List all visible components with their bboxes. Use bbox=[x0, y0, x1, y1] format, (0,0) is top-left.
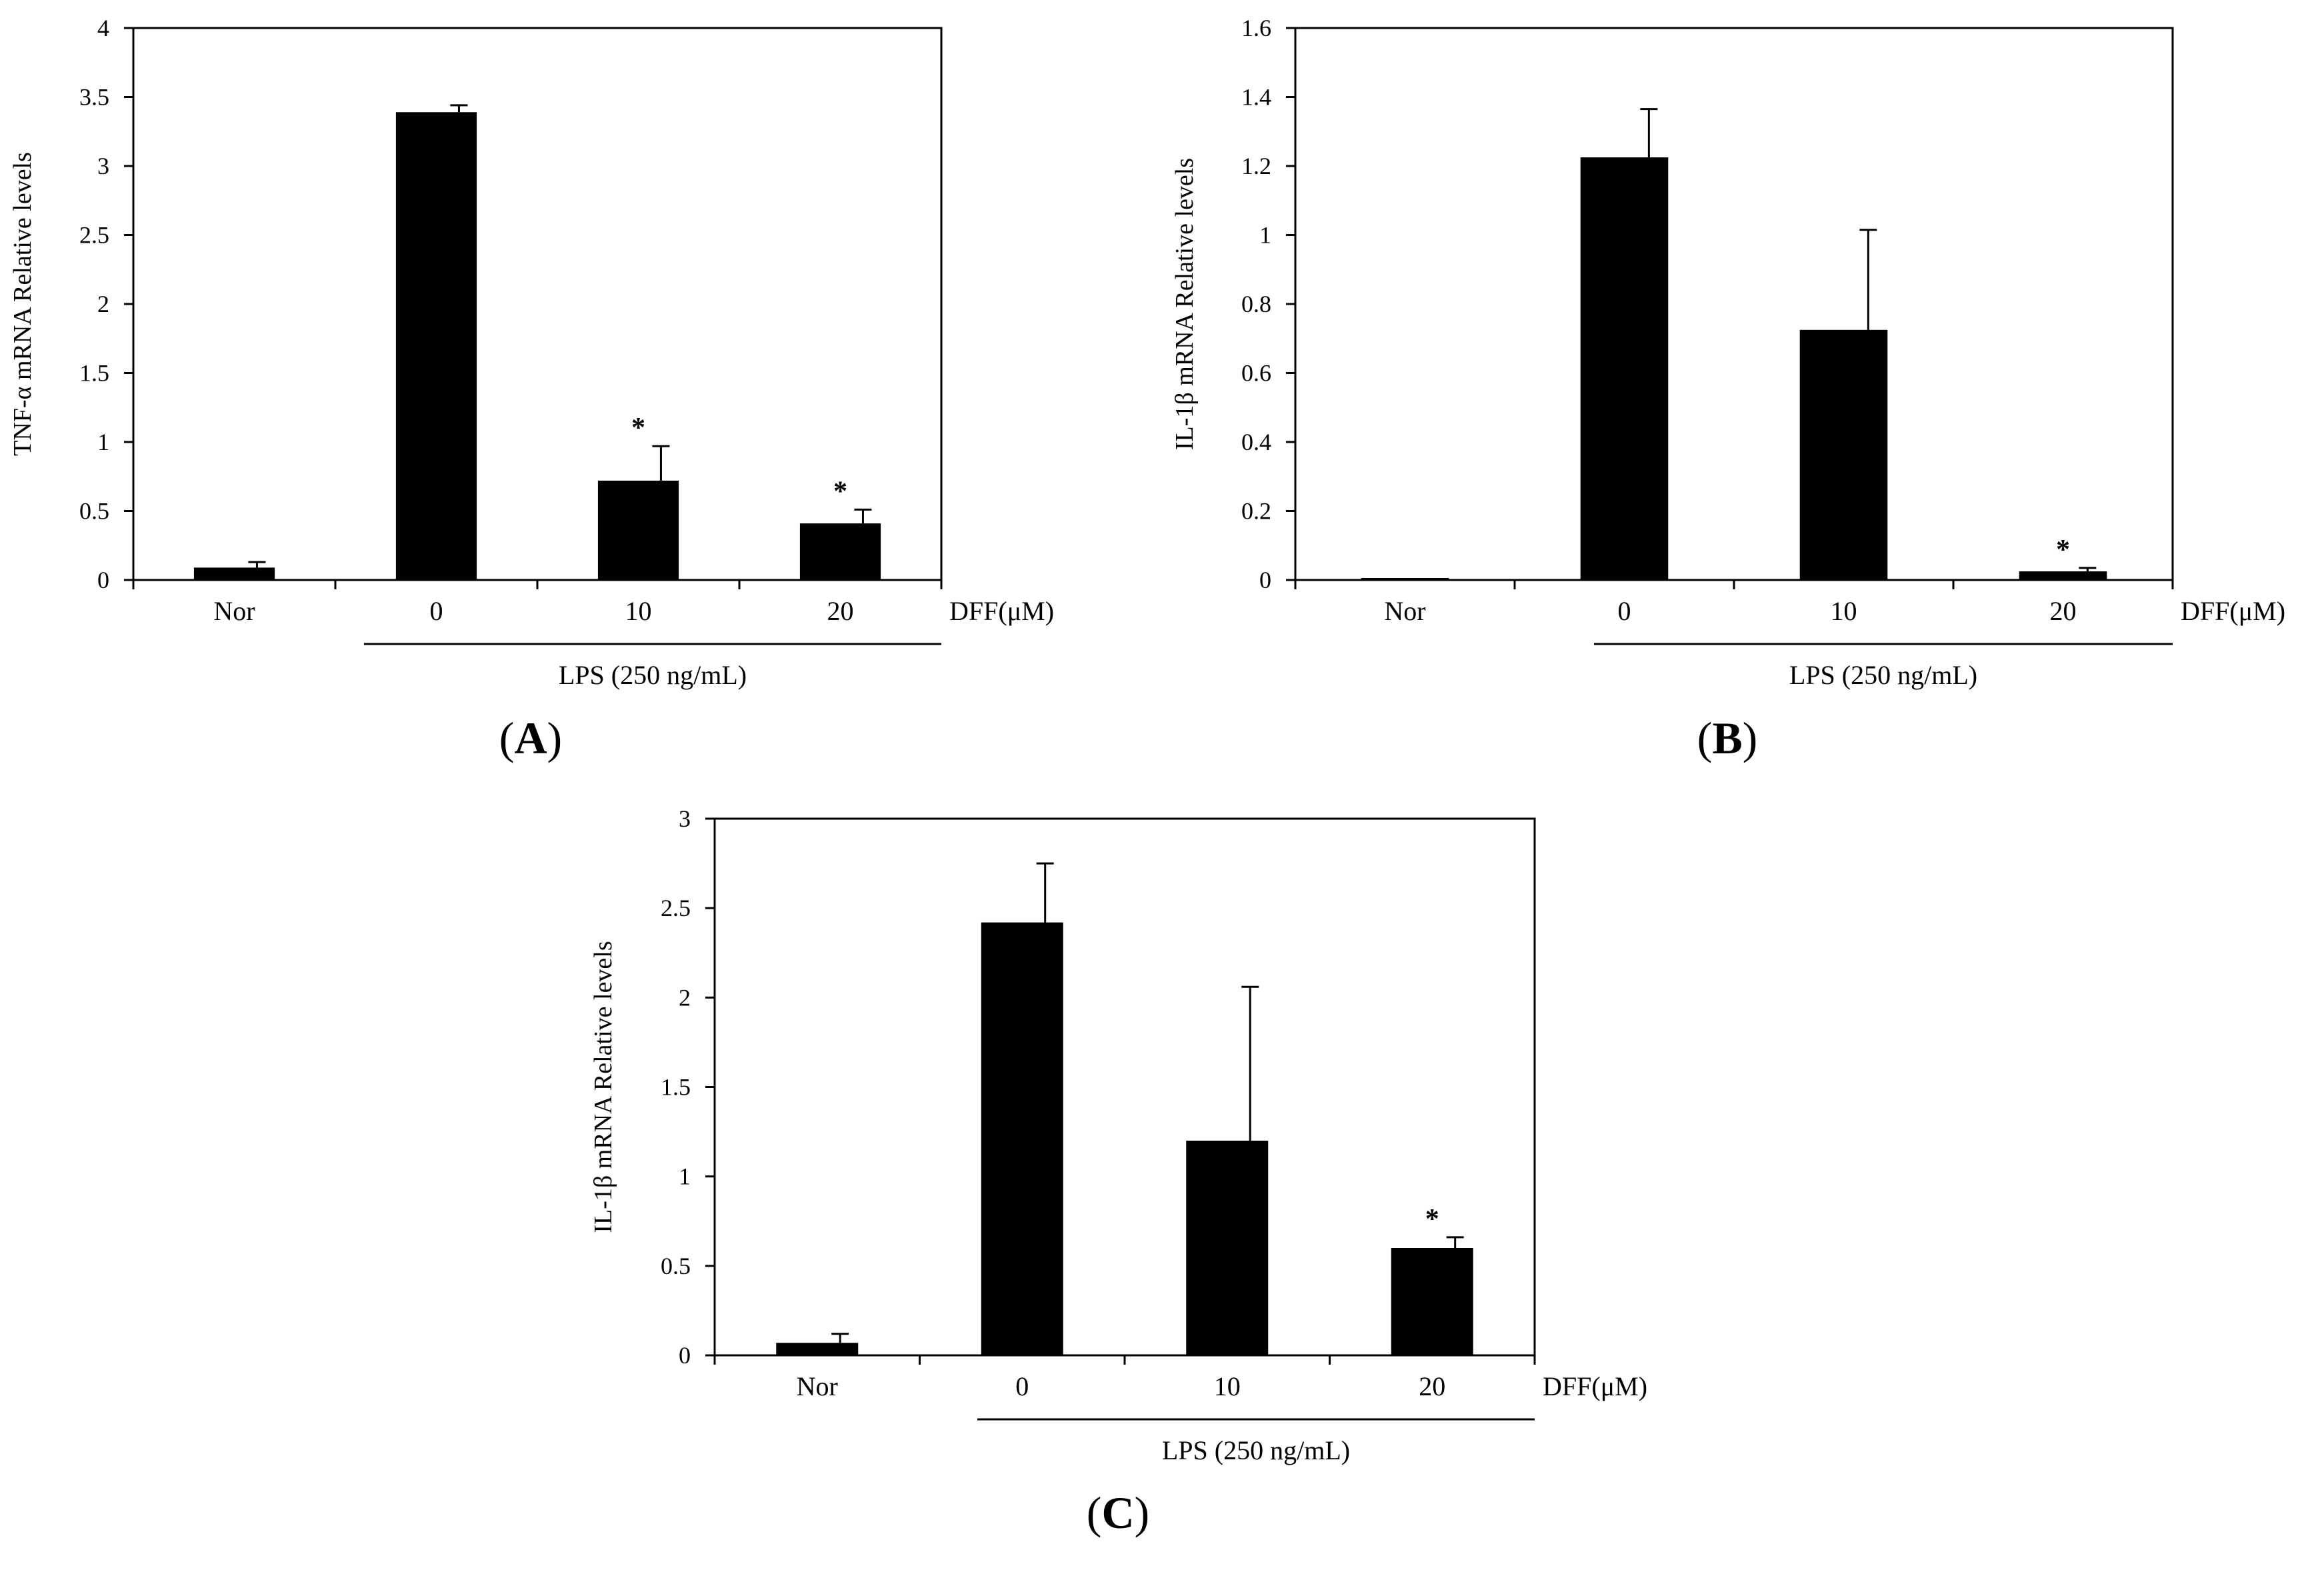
x-category-label: 20 bbox=[827, 596, 854, 626]
bar bbox=[395, 112, 477, 580]
bar bbox=[776, 1343, 859, 1355]
chart-panel-a: 0 0.5 1 1.5 2 2.5 3 3.5 4 TNF-α mRNA Relative lev… bbox=[0, 0, 1162, 787]
y-tick-label: 0.2 bbox=[1241, 498, 1271, 525]
plot-frame bbox=[132, 27, 943, 581]
bar-chart-a: 0 0.5 1 1.5 2 2.5 3 3.5 4 TNF-α mRNA Relative lev… bbox=[9, 15, 1054, 763]
panel-caption: (A) bbox=[499, 713, 562, 763]
x-category-label: 0 bbox=[430, 596, 443, 626]
y-tick-label: 2.5 bbox=[79, 222, 109, 249]
y-axis-label: TNF-α mRNA Relative levels bbox=[9, 152, 37, 456]
y-tick-label: 0 bbox=[679, 1342, 691, 1369]
bar bbox=[1361, 578, 1449, 580]
bar bbox=[2019, 571, 2107, 580]
y-tick-label: 1.2 bbox=[1241, 153, 1271, 179]
y-tick-label: 1.4 bbox=[1241, 84, 1271, 111]
panel-letter: B bbox=[1712, 713, 1742, 763]
panel-letter: A bbox=[514, 713, 547, 763]
treatment-label: DFF(μM) bbox=[949, 596, 1054, 626]
treatment-label: DFF(μM) bbox=[1543, 1371, 1647, 1401]
x-category-label: 10 bbox=[1831, 596, 1857, 626]
bar bbox=[193, 567, 275, 580]
y-tick-label: 0.8 bbox=[1241, 291, 1271, 317]
plot-frame bbox=[1294, 27, 2174, 581]
group-label: LPS (250 ng/mL) bbox=[1162, 1435, 1350, 1465]
bar bbox=[799, 523, 881, 580]
y-tick-label: 2 bbox=[97, 291, 109, 317]
x-category-label: Nor bbox=[1384, 596, 1425, 626]
x-category-label: Nor bbox=[797, 1371, 838, 1401]
group-label: LPS (250 ng/mL) bbox=[559, 660, 747, 690]
significance-marker: * bbox=[631, 413, 645, 443]
x-category-label: 0 bbox=[1015, 1371, 1029, 1401]
chart-panel-b: 0 0.2 0.4 0.6 0.8 1 1.2 1.4 1.6 IL-1β mRNA Relati… bbox=[1162, 0, 2324, 787]
panel-paren: ( bbox=[1697, 713, 1713, 763]
y-tick-label: 0.6 bbox=[1241, 360, 1271, 387]
x-category-label: 20 bbox=[2050, 596, 2077, 626]
bar bbox=[1580, 157, 1669, 580]
treatment-label: DFF(μM) bbox=[2181, 596, 2285, 626]
y-tick-label: 3 bbox=[679, 805, 691, 832]
y-tick-label: 3.5 bbox=[79, 84, 109, 111]
bar bbox=[1799, 329, 1888, 580]
x-category-label: 0 bbox=[1618, 596, 1631, 626]
y-tick-label: 0.5 bbox=[79, 498, 109, 525]
y-tick-label: 1 bbox=[97, 429, 109, 455]
bar bbox=[1391, 1248, 1473, 1355]
y-tick-label: 3 bbox=[97, 153, 109, 179]
y-tick-label: 0 bbox=[97, 567, 109, 593]
y-tick-label: 1.5 bbox=[661, 1074, 691, 1101]
x-category-label: 10 bbox=[625, 596, 652, 626]
panel-caption: (B) bbox=[1697, 713, 1758, 763]
panel-paren: ) bbox=[1135, 1487, 1150, 1538]
bar bbox=[981, 922, 1063, 1355]
y-tick-label: 0.4 bbox=[1241, 429, 1271, 455]
panel-paren: ) bbox=[1743, 713, 1758, 763]
significance-marker: * bbox=[833, 476, 847, 507]
significance-marker: * bbox=[1425, 1204, 1439, 1235]
x-category-label: Nor bbox=[213, 596, 255, 626]
y-tick-label: 1.6 bbox=[1241, 15, 1271, 41]
bar-chart-c: 0 0.5 1 1.5 2 2.5 3 IL-1β mRNA Relative levels N… bbox=[589, 805, 1647, 1538]
bar bbox=[1186, 1141, 1269, 1355]
bar-chart-b: 0 0.2 0.4 0.6 0.8 1 1.2 1.4 1.6 IL-1β mRNA Relati… bbox=[1171, 15, 2285, 763]
y-axis-label: IL-1β mRNA Relative levels bbox=[1171, 158, 1199, 450]
x-category-label: 20 bbox=[1419, 1371, 1445, 1401]
y-tick-label: 2.5 bbox=[661, 895, 691, 921]
chart-panel-c: 0 0.5 1 1.5 2 2.5 3 IL-1β mRNA Relative levels N… bbox=[581, 787, 1743, 1582]
y-tick-label: 1 bbox=[1259, 222, 1271, 249]
panel-paren: ( bbox=[499, 713, 515, 763]
y-tick-label: 0 bbox=[1259, 567, 1271, 593]
significance-marker: * bbox=[2056, 535, 2070, 565]
y-tick-label: 2 bbox=[679, 984, 691, 1011]
y-tick-label: 4 bbox=[97, 15, 109, 41]
y-tick-label: 0.5 bbox=[661, 1253, 691, 1279]
panel-letter: C bbox=[1101, 1487, 1134, 1538]
bar bbox=[597, 480, 679, 580]
panel-paren: ) bbox=[547, 713, 563, 763]
group-label: LPS (250 ng/mL) bbox=[1789, 660, 1977, 690]
x-category-label: 10 bbox=[1214, 1371, 1241, 1401]
panel-paren: ( bbox=[1087, 1487, 1102, 1538]
y-tick-label: 1 bbox=[679, 1163, 691, 1190]
y-tick-label: 1.5 bbox=[79, 360, 109, 387]
panel-caption: (C) bbox=[1087, 1487, 1149, 1538]
y-axis-label: IL-1β mRNA Relative levels bbox=[589, 941, 617, 1233]
